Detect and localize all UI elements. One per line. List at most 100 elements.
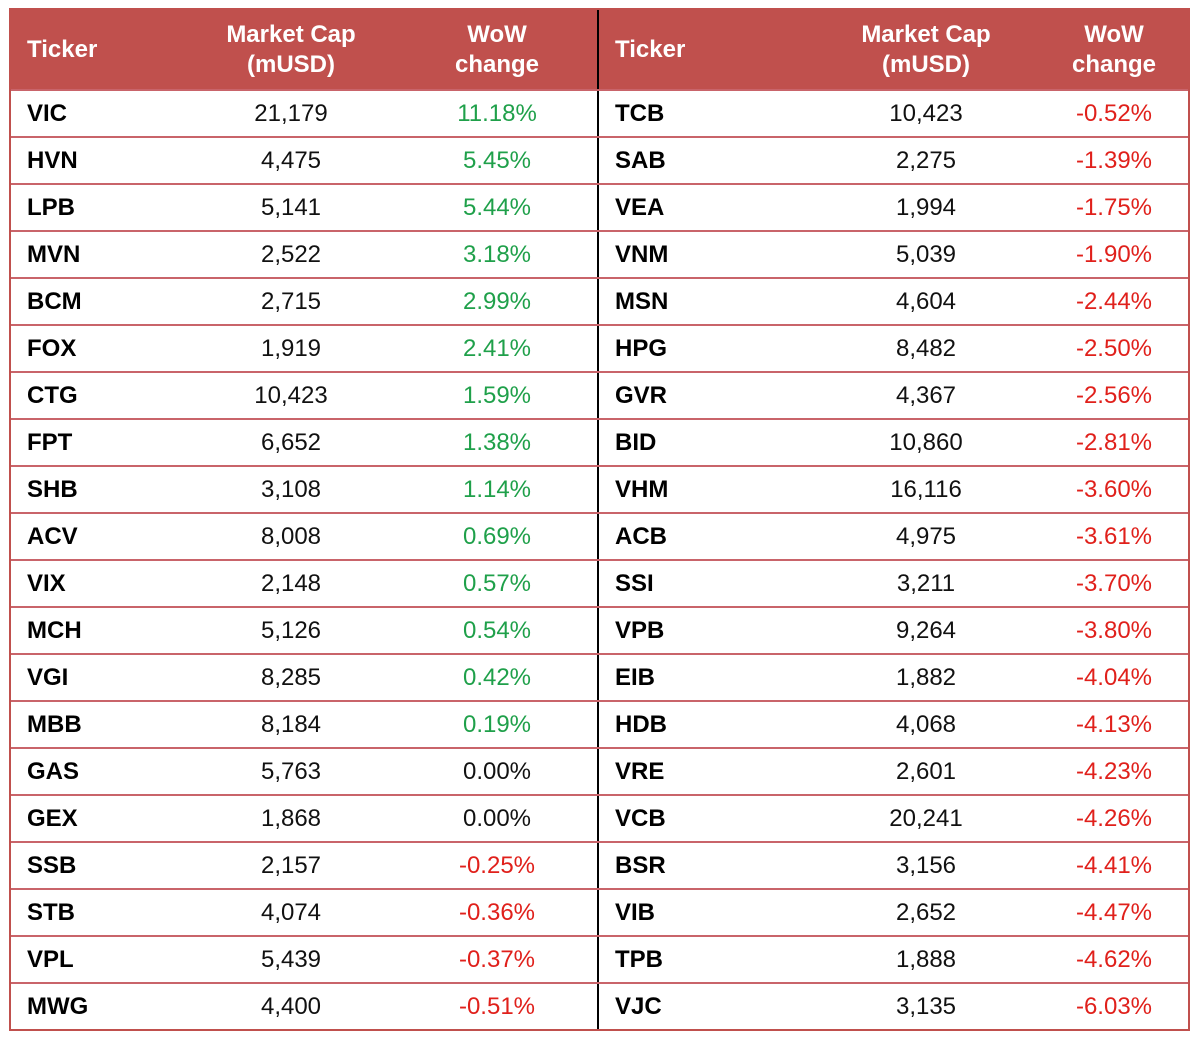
wow-change-cell: -4.62%: [1075, 945, 1153, 973]
table-row: ACV 8,008 0.69% ACB 4,975 -3.61%: [11, 512, 1188, 559]
ticker-cell: EIB: [615, 663, 656, 691]
table-row: VIX 2,148 0.57% SSI 3,211 -3.70%: [11, 559, 1188, 606]
wow-change-cell: -1.90%: [1075, 240, 1153, 268]
ticker-cell: VRE: [615, 757, 665, 785]
wow-change-cell: -4.23%: [1075, 757, 1153, 785]
market-cap-cell: 5,763: [260, 757, 322, 785]
wow-change-cell: 2.41%: [397, 326, 599, 371]
market-cap-cell: 3,135: [895, 992, 957, 1020]
wow-change-cell: 0.69%: [397, 514, 599, 559]
ticker-cell: MVN: [27, 240, 81, 268]
wow-change-cell: -2.44%: [1075, 287, 1153, 315]
wow-change-cell: -1.75%: [1075, 193, 1153, 221]
ticker-cell: ACV: [27, 522, 78, 550]
wow-change-cell: -0.52%: [1075, 99, 1153, 127]
wow-change-cell: -4.41%: [1075, 851, 1153, 879]
ticker-cell: SHB: [27, 475, 78, 503]
market-cap-cell: 1,919: [260, 334, 322, 362]
market-cap-cell: 1,994: [895, 193, 957, 221]
table-row: MBB 8,184 0.19% HDB 4,068 -4.13%: [11, 700, 1188, 747]
wow-change-cell: -2.50%: [1075, 334, 1153, 362]
ticker-cell: VCB: [615, 804, 666, 832]
ticker-cell: GVR: [615, 381, 668, 409]
market-cap-cell: 10,423: [254, 381, 328, 409]
market-cap-cell: 2,157: [260, 851, 322, 879]
ticker-cell: CTG: [27, 381, 78, 409]
market-cap-cell: 2,715: [260, 287, 322, 315]
table-row: VGI 8,285 0.42% EIB 1,882 -4.04%: [11, 653, 1188, 700]
table-row: GAS 5,763 0.00% VRE 2,601 -4.23%: [11, 747, 1188, 794]
ticker-cell: SSI: [615, 569, 654, 597]
table-row: STB 4,074 -0.36% VIB 2,652 -4.47%: [11, 888, 1188, 935]
market-cap-cell: 5,039: [895, 240, 957, 268]
wow-change-cell: 0.42%: [397, 655, 599, 700]
ticker-cell: STB: [27, 898, 75, 926]
market-cap-cell: 20,241: [889, 804, 963, 832]
table-header: Ticker Market Cap (mUSD) WoW change Ticker…: [11, 10, 1188, 89]
wow-change-cell: 1.14%: [397, 467, 599, 512]
market-cap-cell: 3,211: [896, 569, 956, 597]
wow-change-cell: -4.26%: [1075, 804, 1153, 832]
header-wow-right: WoW change: [1071, 20, 1157, 78]
ticker-cell: BSR: [615, 851, 666, 879]
ticker-cell: ACB: [615, 522, 667, 550]
wow-change-cell: 5.44%: [397, 185, 599, 230]
market-cap-cell: 21,179: [254, 99, 328, 127]
wow-change-cell: -4.04%: [1075, 663, 1153, 691]
ticker-cell: VGI: [27, 663, 69, 691]
table-row: SSB 2,157 -0.25% BSR 3,156 -4.41%: [11, 841, 1188, 888]
wow-change-cell: -0.36%: [397, 890, 599, 935]
wow-change-cell: 3.18%: [397, 232, 599, 277]
table-row: CTG 10,423 1.59% GVR 4,367 -2.56%: [11, 371, 1188, 418]
market-cap-cell: 9,264: [895, 616, 957, 644]
table-row: MWG 4,400 -0.51% VJC 3,135 -6.03%: [11, 982, 1188, 1029]
ticker-cell: MSN: [615, 287, 669, 315]
table-row: MVN 2,522 3.18% VNM 5,039 -1.90%: [11, 230, 1188, 277]
market-cap-cell: 4,068: [895, 710, 957, 738]
market-cap-cell: 2,275: [895, 146, 957, 174]
table-row: VPL 5,439 -0.37% TPB 1,888 -4.62%: [11, 935, 1188, 982]
table-row: SHB 3,108 1.14% VHM 16,116 -3.60%: [11, 465, 1188, 512]
ticker-cell: HDB: [615, 710, 667, 738]
wow-change-cell: 0.57%: [397, 561, 599, 606]
market-cap-cell: 2,601: [895, 757, 957, 785]
wow-change-cell: 0.54%: [397, 608, 599, 653]
table-row: FPT 6,652 1.38% BID 10,860 -2.81%: [11, 418, 1188, 465]
wow-change-cell: -2.56%: [1075, 381, 1153, 409]
market-cap-cell: 4,367: [895, 381, 957, 409]
table-row: VIC 21,179 11.18% TCB 10,423 -0.52%: [11, 89, 1188, 136]
ticker-cell: VEA: [615, 193, 665, 221]
ticker-cell: VPB: [615, 616, 665, 644]
market-cap-cell: 2,652: [895, 898, 957, 926]
wow-change-cell: 1.59%: [397, 373, 599, 418]
header-wow-left: WoW change: [397, 10, 599, 89]
market-cap-cell: 8,008: [260, 522, 322, 550]
wow-change-cell: 0.00%: [397, 796, 599, 841]
wow-change-cell: 0.19%: [397, 702, 599, 747]
ticker-cell: FOX: [27, 334, 77, 362]
wow-change-cell: 0.00%: [397, 749, 599, 794]
ticker-cell: GAS: [27, 757, 80, 785]
market-cap-cell: 8,285: [260, 663, 322, 691]
wow-change-cell: -3.70%: [1075, 569, 1153, 597]
market-cap-cell: 4,975: [895, 522, 957, 550]
wow-change-cell: 1.38%: [397, 420, 599, 465]
market-cap-cell: 5,126: [260, 616, 322, 644]
market-cap-cell: 6,652: [260, 428, 322, 456]
market-cap-cell: 8,184: [260, 710, 322, 738]
market-cap-cell: 1,868: [260, 804, 322, 832]
wow-change-cell: -6.03%: [1075, 992, 1153, 1020]
table-row: LPB 5,141 5.44% VEA 1,994 -1.75%: [11, 183, 1188, 230]
market-cap-cell: 3,156: [895, 851, 957, 879]
table-row: FOX 1,919 2.41% HPG 8,482 -2.50%: [11, 324, 1188, 371]
ticker-cell: VHM: [615, 475, 669, 503]
header-ticker-right: Ticker: [615, 35, 686, 63]
ticker-cell: MWG: [27, 992, 89, 1020]
wow-change-cell: 11.18%: [397, 91, 599, 136]
table-row: BCM 2,715 2.99% MSN 4,604 -2.44%: [11, 277, 1188, 324]
ticker-cell: FPT: [27, 428, 73, 456]
ticker-cell: HPG: [615, 334, 668, 362]
market-cap-cell: 4,074: [260, 898, 322, 926]
ticker-cell: MBB: [27, 710, 82, 738]
ticker-cell: VIB: [615, 898, 656, 926]
